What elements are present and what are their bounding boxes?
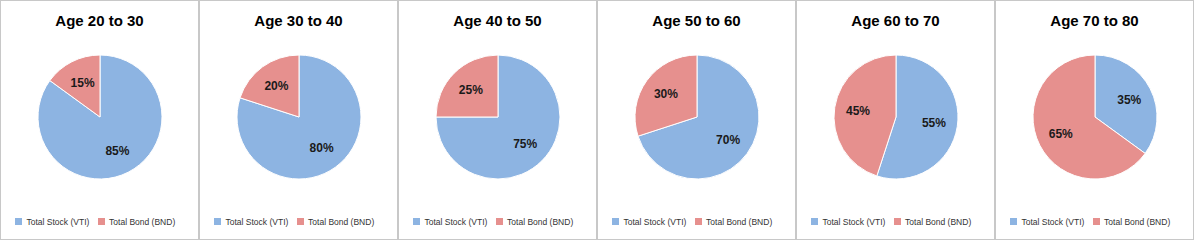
svg-text:65%: 65% — [1048, 127, 1072, 141]
html-text:Total Bond (BND): Total Bond (BND) — [1104, 216, 1171, 227]
html-text:Total Stock (VTI): Total Stock (VTI) — [424, 216, 488, 227]
svg-text:70%: 70% — [716, 133, 740, 147]
html-text:Total Bond (BND): Total Bond (BND) — [507, 216, 574, 227]
svg-text:35%: 35% — [1117, 93, 1141, 107]
svg-text:25%: 25% — [458, 83, 482, 97]
svg-text:20%: 20% — [264, 79, 288, 93]
html-text:Age 70 to 80: Age 70 to 80 — [1050, 12, 1139, 29]
svg-text:45%: 45% — [846, 104, 870, 118]
svg-text:30%: 30% — [653, 87, 677, 101]
html-text:Total Bond (BND): Total Bond (BND) — [308, 216, 375, 227]
html-text:Total Bond (BND): Total Bond (BND) — [109, 216, 176, 227]
svg-text:55%: 55% — [921, 116, 945, 130]
svg-text:15%: 15% — [70, 76, 94, 90]
html-text:Total Stock (VTI): Total Stock (VTI) — [822, 216, 886, 227]
html-text:Total Stock (VTI): Total Stock (VTI) — [225, 216, 289, 227]
html-text:Total Bond (BND): Total Bond (BND) — [706, 216, 773, 227]
html-text:Age 40 to 50: Age 40 to 50 — [453, 12, 542, 29]
html-text:Age 20 to 30: Age 20 to 30 — [55, 12, 144, 29]
svg-text:80%: 80% — [309, 141, 333, 155]
html-text:Total Stock (VTI): Total Stock (VTI) — [623, 216, 687, 227]
svg-text:75%: 75% — [513, 137, 537, 151]
html-text:Age 50 to 60: Age 50 to 60 — [652, 12, 741, 29]
html-text:Age 30 to 40: Age 30 to 40 — [254, 12, 343, 29]
html-text:Age 60 to 70: Age 60 to 70 — [851, 12, 940, 29]
html-text:Total Stock (VTI): Total Stock (VTI) — [1021, 216, 1085, 227]
svg-text:85%: 85% — [105, 144, 129, 158]
html-text:Total Bond (BND): Total Bond (BND) — [905, 216, 972, 227]
html-text:Total Stock (VTI): Total Stock (VTI) — [26, 216, 90, 227]
